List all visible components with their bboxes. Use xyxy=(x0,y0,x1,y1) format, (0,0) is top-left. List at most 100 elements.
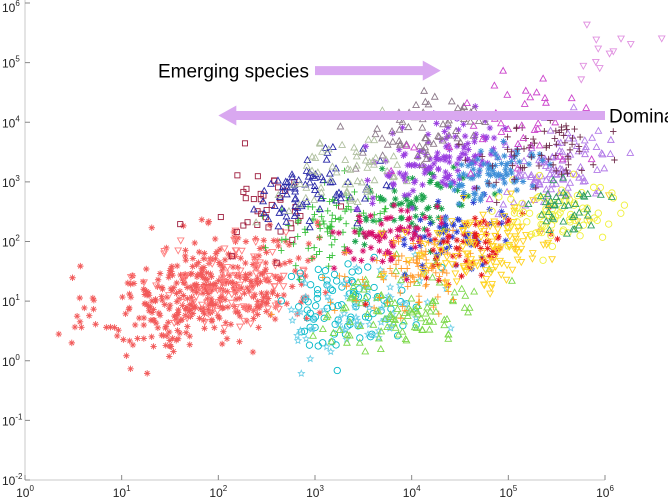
data-point xyxy=(197,301,206,309)
data-point xyxy=(342,188,351,196)
data-point xyxy=(416,242,424,249)
data-point xyxy=(272,273,279,280)
data-point xyxy=(250,196,257,203)
data-point xyxy=(213,286,222,295)
data-point xyxy=(255,324,262,331)
data-point xyxy=(507,195,515,203)
data-point xyxy=(401,150,409,158)
data-point xyxy=(503,262,512,270)
data-point xyxy=(503,225,512,233)
data-point xyxy=(500,138,507,145)
data-point xyxy=(270,283,279,291)
data-point xyxy=(545,163,554,171)
data-point xyxy=(468,239,477,247)
data-point xyxy=(236,273,243,281)
data-point xyxy=(460,230,467,238)
data-point xyxy=(499,200,508,208)
data-point xyxy=(225,272,234,280)
data-point xyxy=(389,319,398,327)
data-point xyxy=(167,285,175,293)
data-point xyxy=(590,183,598,191)
data-point xyxy=(518,199,526,207)
data-point xyxy=(471,196,478,203)
data-point xyxy=(448,261,457,269)
data-point xyxy=(400,317,408,325)
data-point xyxy=(423,297,432,306)
data-point xyxy=(377,229,384,237)
data-point xyxy=(343,338,351,346)
data-point xyxy=(313,290,322,298)
data-point xyxy=(351,228,359,236)
data-point xyxy=(175,295,183,303)
data-point xyxy=(358,257,365,264)
data-point xyxy=(429,139,438,147)
data-point xyxy=(316,225,324,232)
y-tick-label: 102 xyxy=(2,234,20,250)
data-point xyxy=(260,244,267,251)
data-point xyxy=(572,141,581,149)
data-point xyxy=(478,153,486,160)
data-point xyxy=(351,188,358,196)
data-point xyxy=(203,286,210,293)
data-point xyxy=(166,337,173,344)
data-point xyxy=(250,315,257,322)
data-point xyxy=(460,303,469,311)
data-point xyxy=(403,311,412,319)
data-point xyxy=(337,190,346,198)
data-point xyxy=(240,222,247,229)
data-point xyxy=(240,317,249,326)
data-point xyxy=(69,274,76,281)
data-point xyxy=(338,283,346,291)
data-point xyxy=(260,186,269,194)
data-point xyxy=(484,178,491,185)
data-point xyxy=(477,148,485,155)
data-point xyxy=(399,172,407,180)
data-point xyxy=(342,187,351,195)
data-point xyxy=(408,205,416,212)
data-point xyxy=(346,165,355,173)
data-point xyxy=(453,245,460,252)
data-point xyxy=(495,193,503,201)
data-point xyxy=(510,152,518,159)
data-point xyxy=(401,299,410,308)
data-point xyxy=(242,259,249,267)
data-point xyxy=(329,228,337,236)
data-point xyxy=(173,262,181,270)
data-point xyxy=(208,306,217,314)
data-point xyxy=(148,224,155,231)
data-point xyxy=(482,258,490,266)
data-point xyxy=(192,293,201,301)
data-point xyxy=(205,218,213,225)
data-point xyxy=(180,222,187,230)
data-point xyxy=(546,126,555,134)
data-point xyxy=(329,211,336,219)
data-point xyxy=(578,167,585,174)
data-point xyxy=(260,209,269,217)
data-point xyxy=(362,301,369,308)
data-point xyxy=(441,174,449,181)
data-point xyxy=(404,257,413,265)
data-point xyxy=(232,295,240,303)
data-point xyxy=(495,170,502,178)
data-point xyxy=(553,141,560,148)
data-point xyxy=(593,165,602,173)
data-point xyxy=(382,157,389,165)
data-point xyxy=(320,314,328,322)
data-point xyxy=(313,168,322,176)
data-point xyxy=(471,153,478,160)
data-point xyxy=(546,170,555,178)
data-point xyxy=(371,129,380,138)
data-point xyxy=(527,172,536,181)
data-point xyxy=(326,254,333,261)
data-point xyxy=(526,93,535,101)
data-point xyxy=(482,238,489,246)
data-point xyxy=(229,263,237,271)
data-point xyxy=(512,239,521,247)
data-point xyxy=(346,248,354,255)
data-point xyxy=(450,163,457,171)
data-point xyxy=(488,267,496,275)
data-point xyxy=(511,176,518,183)
data-point xyxy=(362,184,371,193)
data-point xyxy=(429,171,436,178)
data-point xyxy=(414,263,422,270)
